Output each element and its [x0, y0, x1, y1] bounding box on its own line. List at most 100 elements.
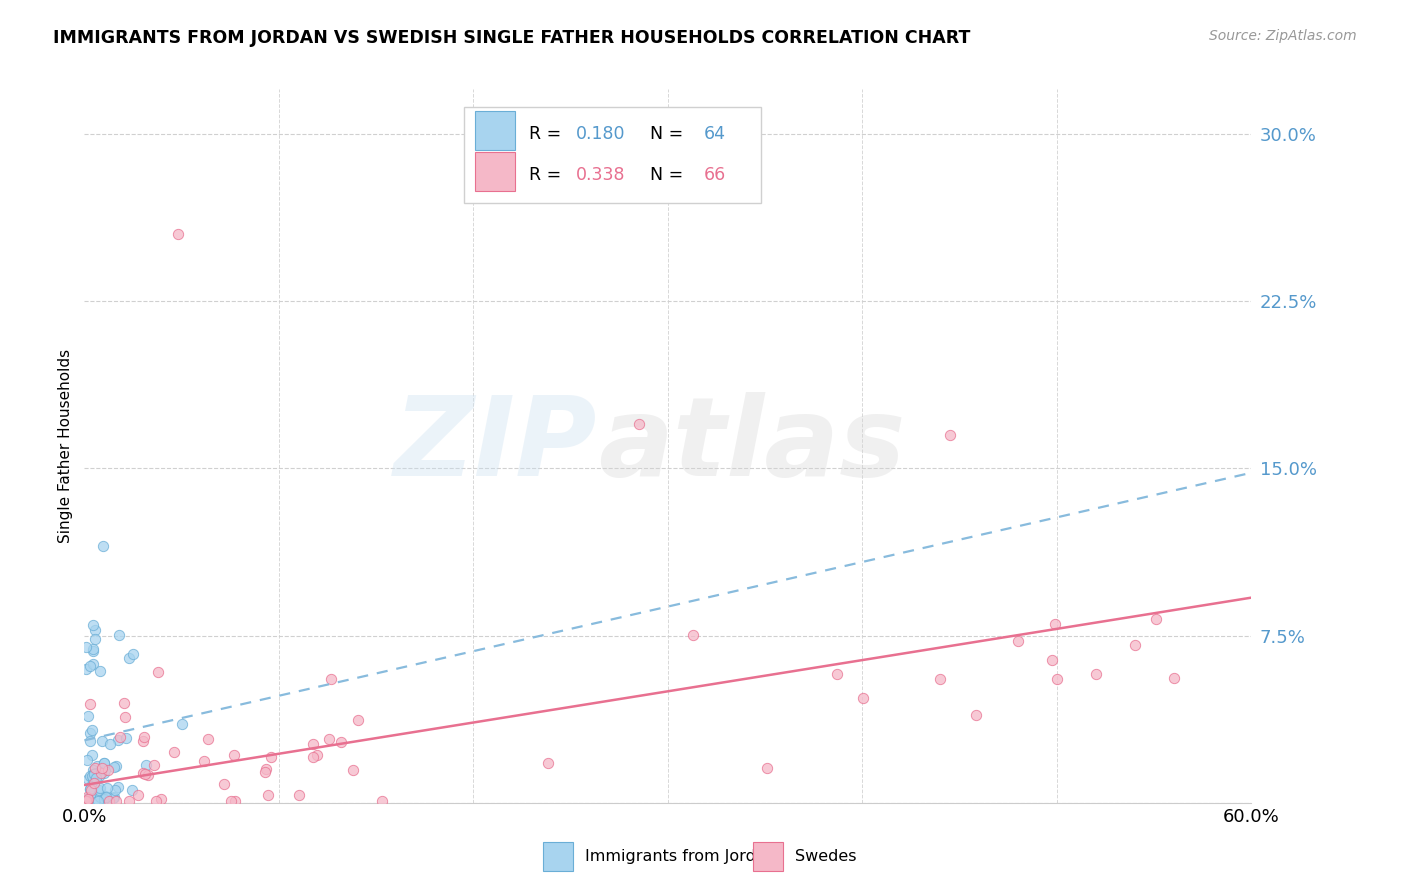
- Point: [76, 753, 98, 767]
- Text: 0.338: 0.338: [575, 166, 626, 184]
- Point: [82, 618, 104, 632]
- Point: [87, 769, 110, 783]
- Point: [132, 730, 155, 744]
- Point: [371, 794, 394, 808]
- Point: [219, 794, 242, 808]
- Point: [79, 769, 101, 783]
- Point: [79, 697, 101, 711]
- Text: IMMIGRANTS FROM JORDAN VS SWEDISH SINGLE FATHER HOUSEHOLDS CORRELATION CHART: IMMIGRANTS FROM JORDAN VS SWEDISH SINGLE…: [53, 29, 970, 47]
- Point: [965, 707, 987, 722]
- Point: [87, 783, 110, 797]
- Point: [83, 776, 105, 790]
- Point: [84, 768, 107, 782]
- Point: [118, 794, 141, 808]
- Point: [115, 731, 138, 746]
- FancyBboxPatch shape: [475, 152, 515, 191]
- Point: [93, 792, 115, 806]
- Point: [77, 772, 100, 786]
- Point: [1046, 673, 1069, 687]
- Point: [96, 764, 118, 778]
- Point: [84, 623, 107, 637]
- Text: 0.180: 0.180: [575, 125, 626, 143]
- Point: [76, 794, 98, 808]
- Point: [86, 759, 108, 773]
- Text: N =: N =: [638, 125, 689, 143]
- Point: [170, 717, 193, 731]
- Point: [259, 750, 281, 764]
- Text: 66: 66: [704, 166, 727, 184]
- Point: [80, 782, 103, 797]
- Point: [254, 762, 277, 776]
- Point: [79, 734, 101, 748]
- Point: [1040, 653, 1063, 667]
- Point: [627, 417, 650, 431]
- Point: [134, 766, 156, 780]
- Point: [1144, 612, 1167, 626]
- Point: [101, 791, 124, 805]
- Point: [79, 781, 101, 796]
- Text: N =: N =: [638, 166, 689, 184]
- Point: [132, 765, 155, 780]
- Point: [75, 640, 97, 654]
- Point: [93, 756, 115, 771]
- Point: [319, 673, 342, 687]
- Point: [257, 788, 280, 802]
- Point: [82, 763, 104, 777]
- Point: [108, 628, 131, 642]
- Point: [112, 696, 135, 710]
- Point: [682, 628, 704, 642]
- Point: [852, 690, 875, 705]
- Point: [254, 765, 277, 780]
- Point: [75, 794, 97, 808]
- Point: [163, 745, 186, 759]
- Point: [84, 632, 107, 647]
- Point: [104, 759, 127, 773]
- FancyBboxPatch shape: [754, 842, 783, 871]
- Point: [1123, 639, 1146, 653]
- Point: [166, 227, 188, 241]
- Point: [305, 747, 328, 762]
- Point: [288, 789, 311, 803]
- Point: [756, 761, 779, 775]
- Point: [96, 781, 118, 796]
- Point: [89, 664, 111, 678]
- Point: [76, 790, 98, 805]
- Point: [212, 776, 235, 790]
- Text: Swedes: Swedes: [794, 849, 856, 863]
- Point: [1007, 633, 1029, 648]
- Y-axis label: Single Father Households: Single Father Households: [58, 349, 73, 543]
- Text: Source: ZipAtlas.com: Source: ZipAtlas.com: [1209, 29, 1357, 44]
- Point: [82, 657, 104, 671]
- Point: [222, 748, 245, 763]
- Point: [122, 647, 145, 661]
- Point: [107, 780, 129, 794]
- Text: 64: 64: [704, 125, 725, 143]
- Point: [84, 771, 107, 785]
- Point: [132, 734, 155, 748]
- Point: [93, 789, 115, 803]
- Point: [75, 662, 97, 676]
- Point: [537, 756, 560, 770]
- Point: [90, 765, 112, 780]
- FancyBboxPatch shape: [475, 112, 515, 150]
- Point: [939, 427, 962, 442]
- Point: [104, 783, 127, 797]
- Point: [82, 723, 104, 738]
- Point: [121, 782, 143, 797]
- Point: [82, 772, 104, 786]
- Point: [93, 766, 115, 780]
- Text: R =: R =: [529, 125, 567, 143]
- Point: [94, 763, 117, 777]
- Point: [1084, 667, 1107, 681]
- Point: [197, 732, 219, 747]
- Point: [143, 757, 166, 772]
- Point: [97, 794, 120, 808]
- Point: [75, 792, 97, 806]
- Point: [827, 667, 849, 681]
- Point: [1043, 616, 1066, 631]
- Point: [80, 780, 103, 794]
- Point: [929, 672, 952, 686]
- Point: [135, 758, 157, 772]
- FancyBboxPatch shape: [464, 107, 761, 203]
- Point: [193, 754, 215, 768]
